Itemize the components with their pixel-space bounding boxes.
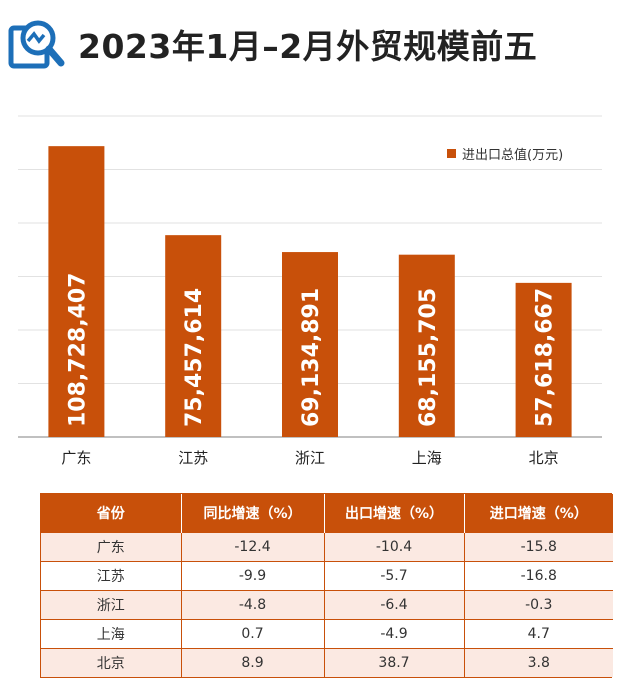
cell-province: 上海	[41, 618, 182, 648]
cell-import: 4.7	[464, 618, 613, 648]
legend-label: 进出口总值(万元)	[462, 148, 564, 163]
cell-province: 广东	[41, 531, 182, 561]
bar-value-label: 68,155,705	[416, 288, 441, 427]
table-row: 上海 0.7 -4.9 4.7	[41, 618, 613, 648]
cell-yoy: -12.4	[181, 531, 325, 561]
bar-value-label: 57,618,667	[533, 288, 558, 427]
cell-export: -4.9	[324, 618, 465, 648]
cell-import: -15.8	[464, 531, 613, 561]
header-province: 省份	[41, 494, 182, 532]
bar	[165, 235, 222, 437]
table-row: 江苏 -9.9 -5.7 -16.8	[41, 560, 613, 590]
x-tick-label: 上海	[412, 449, 442, 467]
bar-chart: 108,728,407 广东 75,457,614 江苏 69,134,891 浙江 68,…	[0, 96, 620, 478]
x-tick-label: 浙江	[295, 449, 325, 467]
table-row: 北京 8.9 38.7 3.8	[41, 647, 613, 677]
header-export-growth: 出口增速（%）	[324, 494, 465, 532]
cell-import: 3.8	[464, 647, 613, 677]
cell-province: 江苏	[41, 560, 182, 590]
cell-province: 浙江	[41, 589, 182, 619]
cell-export: -10.4	[324, 531, 465, 561]
bar	[282, 252, 338, 437]
table-header-row: 省份 同比增速（%） 出口增速（%） 进口增速（%）	[41, 494, 613, 532]
bar	[515, 282, 572, 437]
growth-table: 省份 同比增速（%） 出口增速（%） 进口增速（%） 广东 -12.4 -10.…	[40, 493, 613, 678]
page-title: 2023年1月–2月外贸规模前五	[78, 27, 538, 66]
bar	[48, 146, 105, 437]
legend-swatch	[447, 149, 456, 158]
cell-yoy: 8.9	[181, 647, 325, 677]
header: 2023年1月–2月外贸规模前五	[0, 0, 620, 92]
legend: 进出口总值(万元)	[447, 144, 563, 163]
x-tick-label: 广东	[61, 449, 91, 467]
bar-value-label: 69,134,891	[299, 288, 324, 427]
header-yoy-growth: 同比增速（%）	[181, 494, 325, 532]
cell-yoy: -4.8	[181, 589, 325, 619]
cell-export: 38.7	[324, 647, 465, 677]
table-row: 广东 -12.4 -10.4 -15.8	[41, 531, 613, 561]
cell-export: -5.7	[324, 560, 465, 590]
cell-yoy: 0.7	[181, 618, 325, 648]
cell-import: -16.8	[464, 560, 613, 590]
cell-export: -6.4	[324, 589, 465, 619]
bar	[398, 254, 455, 437]
magnifier-chart-icon	[8, 20, 65, 69]
cell-province: 北京	[41, 647, 182, 677]
x-tick-label: 北京	[529, 449, 559, 467]
table-row: 浙江 -4.8 -6.4 -0.3	[41, 589, 613, 619]
cell-yoy: -9.9	[181, 560, 325, 590]
bar-value-label: 75,457,614	[182, 288, 207, 427]
x-tick-label: 江苏	[178, 449, 208, 467]
header-import-growth: 进口增速（%）	[464, 494, 613, 532]
bar-value-label: 108,728,407	[65, 273, 90, 427]
cell-import: -0.3	[464, 589, 613, 619]
bar-chart-svg: 108,728,407 广东 75,457,614 江苏 69,134,891 浙江 68,…	[18, 115, 602, 467]
